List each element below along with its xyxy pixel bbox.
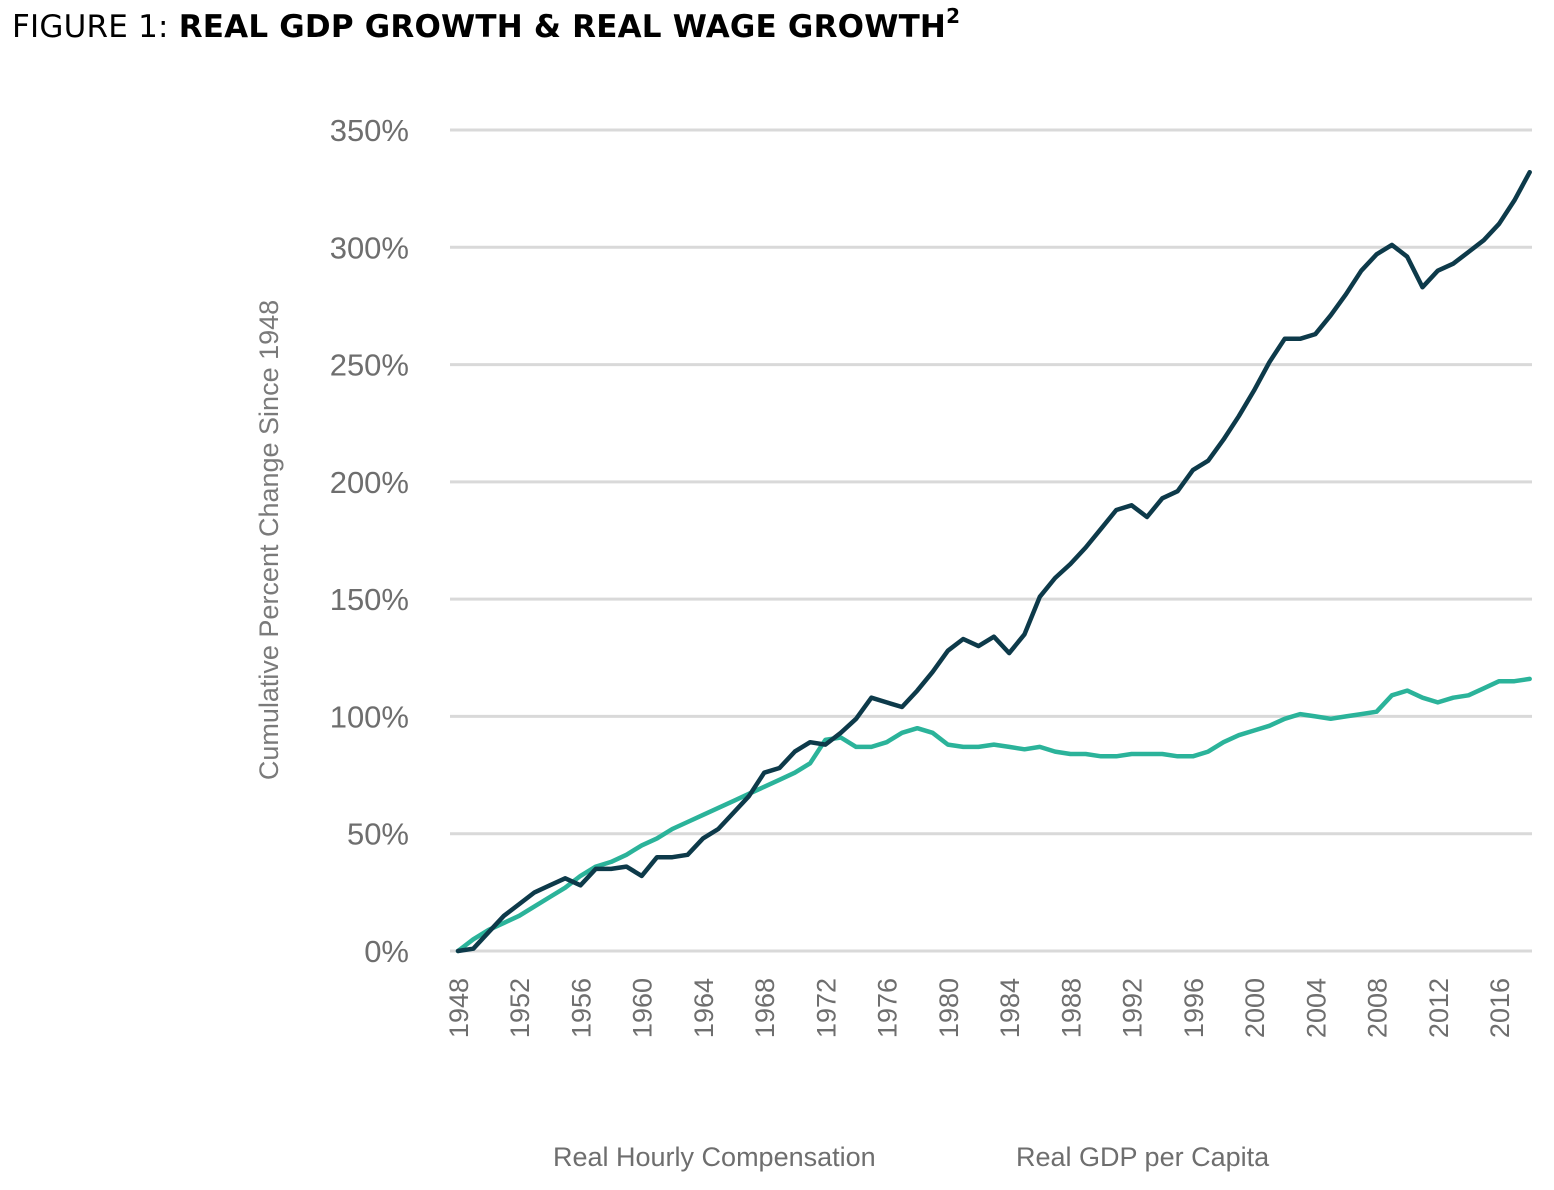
x-tick-label: 2008: [1363, 978, 1393, 1038]
series-line-real-gdp-per-capita: [455, 169, 1532, 954]
x-tick-label: 1960: [628, 978, 658, 1038]
x-tick-label: 1972: [811, 978, 841, 1038]
y-tick-label: 100%: [330, 699, 409, 734]
y-tick-label: 50%: [347, 817, 409, 852]
x-axis-ticks: 1948 1952 1956 1960 1964 1968 1972 1976 1980 1984…: [444, 978, 1515, 1038]
legend-label-real-hourly-compensation: Real Hourly Compensation: [553, 1142, 876, 1172]
x-tick-label: 1984: [995, 978, 1025, 1038]
series-lines: [455, 169, 1532, 954]
figure-title-prefix: FIGURE 1:: [12, 9, 179, 45]
series-line-real-hourly-compensation: [455, 676, 1532, 954]
figure-title: FIGURE 1: REAL GDP GROWTH & REAL WAGE GR…: [12, 4, 960, 45]
y-axis-ticks: 0% 50% 100% 150% 200% 250% 300% 350%: [330, 113, 409, 969]
footnote-marker: 2: [946, 4, 961, 28]
y-tick-label: 150%: [330, 582, 409, 617]
x-tick-label: 1988: [1056, 978, 1086, 1038]
x-tick-label: 1996: [1179, 978, 1209, 1038]
y-tick-label: 200%: [330, 465, 409, 500]
y-tick-label: 250%: [330, 348, 409, 383]
gridlines: [450, 128, 1532, 953]
x-tick-label: 2004: [1301, 978, 1331, 1038]
x-tick-label: 1952: [505, 978, 535, 1038]
y-axis-title: Cumulative Percent Change Since 1948: [254, 300, 284, 780]
x-tick-label: 2016: [1485, 978, 1515, 1038]
x-tick-label: 1956: [566, 978, 596, 1038]
figure-title-main: REAL GDP GROWTH & REAL WAGE GROWTH: [178, 9, 947, 45]
x-tick-label: 1948: [444, 978, 474, 1038]
x-tick-label: 2012: [1424, 978, 1454, 1038]
x-tick-label: 1964: [689, 978, 719, 1038]
x-tick-label: 1976: [873, 978, 903, 1038]
x-tick-label: 1980: [934, 978, 964, 1038]
x-tick-label: 1992: [1118, 978, 1148, 1038]
y-tick-label: 300%: [330, 230, 409, 265]
y-tick-label: 0%: [364, 934, 409, 969]
x-tick-label: 2000: [1240, 978, 1270, 1038]
legend-label-real-gdp-per-capita: Real GDP per Capita: [1016, 1142, 1270, 1172]
x-tick-label: 1968: [750, 978, 780, 1038]
legend: Real Hourly Compensation Real GDP per Ca…: [553, 1142, 1270, 1172]
y-tick-label: 350%: [330, 113, 409, 148]
